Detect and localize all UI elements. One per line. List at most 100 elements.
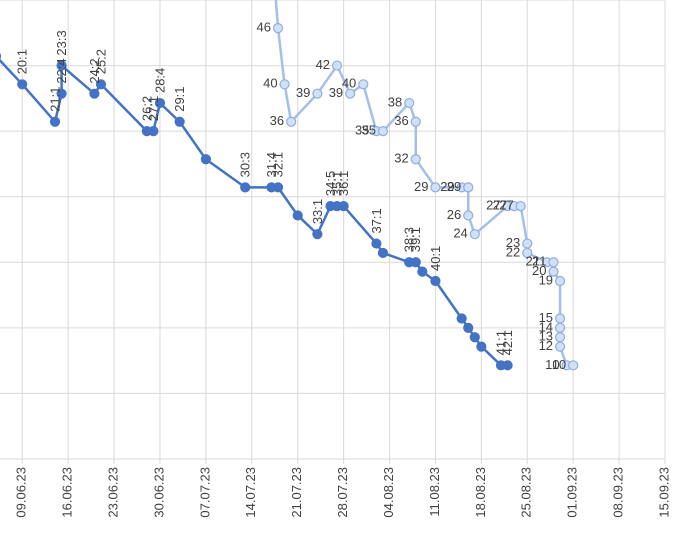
data-label: 15 <box>539 310 553 325</box>
data-point <box>515 200 526 212</box>
data-point <box>554 275 566 287</box>
data-point <box>272 182 284 193</box>
x-tick-label: 18.08.23 <box>473 467 488 518</box>
data-label: 21 <box>532 254 546 269</box>
data-point <box>200 154 211 165</box>
x-tick-label: 01.09.23 <box>565 467 580 518</box>
data-label: 39 <box>329 85 343 100</box>
series-line <box>0 58 508 367</box>
x-tick-label: 25.08.23 <box>519 467 534 518</box>
data-label: 27 <box>493 198 507 213</box>
data-label: 37:1 <box>369 208 384 233</box>
data-point <box>154 97 166 109</box>
data-point <box>463 210 474 221</box>
data-label: 33:1 <box>310 199 325 224</box>
data-point <box>410 257 421 268</box>
data-label: 41:1 <box>493 330 508 355</box>
data-point <box>554 332 566 343</box>
data-point <box>89 88 100 99</box>
data-label: 34:5 <box>323 171 338 196</box>
data-point <box>331 60 343 71</box>
data-label: 26 <box>447 207 461 222</box>
data-label: 35:1 <box>329 171 344 196</box>
x-tick-label: 28.07.23 <box>335 467 350 518</box>
data-point <box>371 238 382 249</box>
data-label: 21 <box>525 254 539 269</box>
data-label: 12 <box>539 338 553 353</box>
data-point <box>312 88 323 99</box>
data-point <box>463 182 474 193</box>
data-point <box>410 154 421 165</box>
data-point <box>522 247 533 259</box>
data-point <box>554 322 566 333</box>
data-label: 26:2 <box>139 96 154 121</box>
grid <box>0 0 666 464</box>
data-label: 40 <box>342 76 356 91</box>
data-point <box>417 266 428 277</box>
data-label: 25:2 <box>93 49 108 74</box>
data-point <box>377 126 389 137</box>
data-point <box>56 60 67 71</box>
data-label: 27 <box>486 198 500 213</box>
data-point <box>279 79 290 90</box>
data-label: 24:2 <box>87 58 102 83</box>
data-label: 40 <box>263 76 277 91</box>
data-point <box>469 332 480 343</box>
data-point <box>56 88 67 99</box>
data-point <box>49 116 61 127</box>
x-tick-label: 30.06.23 <box>151 467 166 518</box>
data-label: 27:1 <box>146 96 161 121</box>
data-point <box>17 79 28 90</box>
x-tick-label: 23.06.23 <box>105 467 120 518</box>
data-label: 10 <box>545 357 559 372</box>
data-label: 42 <box>316 57 330 72</box>
x-tick-label: 08.09.23 <box>611 467 626 518</box>
data-point <box>554 313 566 324</box>
data-label: 31:4 <box>264 152 279 177</box>
data-point <box>377 247 389 259</box>
data-label: 38:3 <box>402 227 417 252</box>
data-label: 38 <box>388 94 402 109</box>
data-point <box>522 238 533 249</box>
data-label: 30:3 <box>238 152 253 177</box>
data-label: 36 <box>270 113 284 128</box>
x-tick-label: 04.08.23 <box>381 467 396 518</box>
data-label: 42:1 <box>500 330 515 355</box>
data-point <box>286 116 297 127</box>
data-label: 19 <box>539 272 553 287</box>
data-point <box>345 88 356 99</box>
data-point <box>548 257 559 268</box>
data-point <box>502 360 513 371</box>
data-label: 32:1 <box>270 152 285 177</box>
data-point <box>568 360 579 371</box>
data-label: 29 <box>414 179 428 194</box>
data-point <box>0 53 2 60</box>
x-tick-label: 09.06.23 <box>14 467 29 518</box>
data-point <box>548 266 559 277</box>
data-label: 21:1 <box>47 86 62 111</box>
data-point <box>174 116 185 127</box>
data-label: 23:3 <box>54 30 69 55</box>
data-point <box>430 275 441 287</box>
data-point <box>404 97 415 109</box>
plot-area <box>0 0 579 371</box>
data-point <box>456 313 467 324</box>
data-label: 29 <box>440 179 454 194</box>
x-tick-label: 11.08.23 <box>427 467 442 517</box>
data-label: 39 <box>296 85 310 100</box>
data-point <box>476 341 487 352</box>
data-label: 22 <box>506 244 520 259</box>
data-label: 14 <box>539 319 553 334</box>
x-tick-label: 16.06.23 <box>60 467 75 518</box>
data-point <box>312 229 323 240</box>
data-point <box>358 79 369 90</box>
data-label: 46 <box>257 20 271 35</box>
data-label: 28:4 <box>152 68 167 93</box>
data-label: 20 <box>532 263 546 278</box>
x-tick-label: 14.07.23 <box>243 467 258 518</box>
data-label: 36 <box>394 113 408 128</box>
data-label: 27 <box>499 198 513 213</box>
data-label: 39:1 <box>408 227 423 252</box>
data-label: 23 <box>506 235 520 250</box>
data-label: 40:1 <box>428 246 443 271</box>
